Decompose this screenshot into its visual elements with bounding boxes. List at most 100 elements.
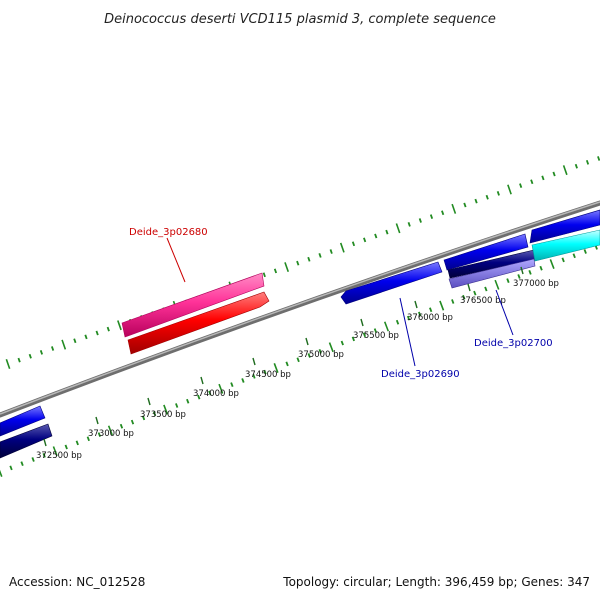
inner-minor-tick-35	[383, 321, 390, 332]
outer-minor-tick-23	[262, 272, 266, 278]
outer-minor-tick-38	[429, 214, 434, 220]
outer-minor-tick-32	[363, 237, 367, 243]
outer-minor-tick-43	[485, 194, 489, 200]
inner-minor-tick-42	[462, 294, 466, 300]
topology-summary: Topology: circular; Length: 396,459 bp; …	[282, 575, 590, 589]
outer-minor-tick-0	[5, 359, 11, 369]
inner-minor-tick-4	[42, 452, 46, 458]
inner-minor-tick-28	[307, 353, 311, 358]
inner-minor-tick-46	[506, 278, 510, 284]
outer-minor-tick-28	[318, 253, 322, 258]
outer-minor-tick-51	[574, 163, 578, 169]
rna-cyan-feature[interactable]	[531, 229, 600, 262]
outer-minor-tick-27	[307, 256, 311, 262]
inner-minor-tick-15	[163, 404, 169, 415]
inner-minor-tick-22	[241, 378, 245, 383]
inner-minor-tick-1	[9, 465, 13, 471]
major-tick-mark-7	[414, 300, 418, 309]
inner-minor-tick-32	[351, 336, 355, 342]
outer-minor-tick-41	[463, 202, 467, 208]
outer-minor-tick-40	[451, 203, 457, 214]
inner-minor-tick-44	[484, 286, 488, 292]
outer-minor-tick-44	[496, 190, 500, 196]
inner-minor-tick-43	[473, 290, 477, 296]
inner-minor-tick-7	[75, 440, 79, 446]
inner-minor-tick-10	[107, 425, 113, 436]
gene-label-deide-3p02680[interactable]: Deide_3p02680	[129, 227, 208, 238]
major-tick-mark-5	[305, 337, 309, 346]
gene-label-deide-3p02690[interactable]: Deide_3p02690	[381, 369, 460, 380]
tick-label: 376500 bp	[460, 296, 506, 306]
inner-minor-tick-29	[318, 349, 322, 354]
outer-minor-tick-5	[61, 339, 67, 350]
outer-minor-tick-47	[530, 179, 534, 185]
label-leader-deide-3p02680	[166, 237, 186, 283]
gene-label-deide-3p02700[interactable]: Deide_3p02700	[474, 338, 553, 349]
major-tick-mark-4	[252, 357, 256, 366]
inner-minor-tick-9	[97, 432, 102, 437]
tick-label: 374500 bp	[245, 370, 291, 380]
outer-minor-tick-35	[395, 223, 401, 234]
major-tick-mark-3	[200, 376, 204, 385]
outer-minor-tick-25	[284, 262, 290, 273]
inner-minor-tick-49	[539, 265, 543, 271]
cds-navy-left-inner[interactable]	[0, 423, 53, 459]
inner-minor-tick-8	[86, 436, 90, 442]
label-leader-deide-3p02690	[399, 297, 416, 367]
outer-minor-tick-42	[474, 198, 478, 204]
label-leader-deide-3p02700	[495, 289, 514, 336]
inner-minor-tick-5	[52, 446, 58, 457]
inner-minor-tick-13	[141, 415, 146, 421]
major-tick-mark-8	[467, 283, 471, 292]
inner-minor-tick-36	[395, 319, 400, 325]
inner-minor-tick-19	[208, 390, 212, 396]
cds-blue-upper-2[interactable]	[529, 209, 600, 244]
outer-minor-tick-1	[17, 357, 21, 363]
inner-minor-tick-37	[406, 315, 411, 321]
inner-minor-tick-12	[130, 419, 135, 425]
outer-minor-tick-6	[73, 338, 77, 344]
tick-label: 374000 bp	[193, 389, 239, 399]
outer-minor-tick-10	[117, 320, 122, 331]
inner-minor-tick-20	[218, 383, 224, 394]
inner-minor-tick-26	[285, 361, 289, 367]
inner-minor-tick-52	[572, 253, 576, 259]
inner-minor-tick-50	[549, 259, 555, 269]
gene-deide-3p02680[interactable]	[121, 272, 265, 338]
inner-minor-tick-47	[517, 274, 521, 279]
major-tick-group: 372500 bp 373000 bp 373500 bp 374000 bp 3745…	[36, 266, 559, 461]
outer-minor-tick-33	[374, 233, 378, 239]
cds-deide-3p02700[interactable]	[448, 258, 536, 289]
inner-minor-tick-31	[340, 340, 344, 346]
outer-minor-tick-24	[273, 268, 278, 274]
cds-blue-left-outer[interactable]	[0, 405, 46, 437]
inner-minor-tick-48	[528, 269, 532, 275]
inner-minor-tick-25	[273, 363, 279, 373]
outer-minor-tick-48	[541, 175, 545, 181]
inner-minor-tick-3	[31, 457, 35, 462]
cds-deide-3p02680[interactable]	[127, 291, 270, 355]
outer-minor-tick-50	[562, 165, 568, 176]
tick-label: 373000 bp	[88, 429, 134, 439]
accession-text: Accession: NC_012528	[9, 575, 145, 589]
outer-minor-tick-49	[552, 171, 556, 177]
tick-label: 376000 bp	[407, 313, 453, 323]
cds-deide-3p02690[interactable]	[340, 261, 443, 305]
major-tick-mark-1	[95, 416, 99, 425]
inner-minor-tick-11	[119, 423, 124, 429]
cds-blue-upper-1[interactable]	[443, 233, 529, 271]
outer-minor-tick-30	[339, 242, 345, 253]
inner-minor-tick-45	[494, 279, 500, 290]
major-tick-mark-6	[360, 318, 364, 327]
outer-minor-tick-3	[39, 349, 44, 355]
inner-minor-tick-17	[186, 398, 190, 404]
outer-minor-tick-7	[84, 334, 88, 340]
inner-minor-tick-24	[263, 369, 267, 375]
inner-minor-tick-41	[451, 299, 455, 304]
outer-minor-tick-4	[51, 346, 55, 351]
outer-minor-tick-26	[296, 260, 300, 266]
plasmid-backbone	[0, 200, 600, 418]
inner-minor-tick-23	[252, 373, 256, 379]
outer-minor-tick-46	[519, 183, 523, 188]
major-tick-mark-0	[43, 438, 47, 447]
